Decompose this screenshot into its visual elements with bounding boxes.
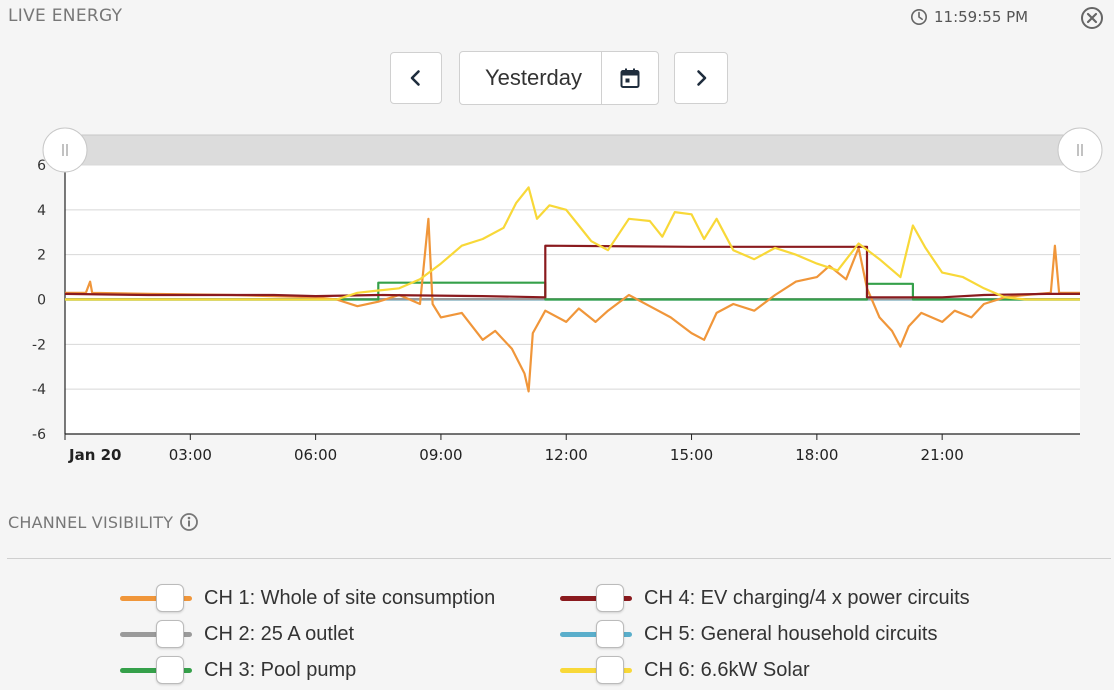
series-line-ch1 — [65, 217, 1080, 393]
energy-chart: 6 4 2 0 -2 -4 -6 Jan 20 03:00 06:00 09:00 12:00 15:0… — [0, 125, 1114, 475]
x-tick-label: 18:00 — [795, 446, 838, 464]
toggle-knob[interactable] — [156, 584, 184, 612]
chevron-right-icon — [697, 70, 707, 86]
series-line-ch6 — [65, 186, 1080, 301]
calendar-icon — [620, 68, 640, 88]
channel-label: CH 1: Whole of site consumption — [204, 586, 496, 609]
y-tick-label: 4 — [37, 203, 46, 219]
channel-legend: CH 1: Whole of site consumption CH 2: 25… — [0, 580, 1114, 690]
channel-toggle-ch6[interactable]: CH 6: 6.6kW Solar — [560, 652, 810, 688]
x-tick-label: 06:00 — [294, 446, 337, 464]
x-tick-label: 15:00 — [670, 446, 713, 464]
toggle-knob[interactable] — [156, 620, 184, 648]
date-selector[interactable]: Yesterday — [459, 51, 659, 105]
channel-toggle-ch2[interactable]: CH 2: 25 A outlet — [120, 616, 354, 652]
current-time: 11:59:55 PM — [934, 8, 1029, 26]
x-tick-label: 03:00 — [169, 446, 212, 464]
toggle-knob[interactable] — [596, 656, 624, 684]
series-line-ch4 — [64, 244, 1080, 299]
toggle-knob[interactable] — [596, 620, 624, 648]
clock-icon — [910, 8, 928, 26]
y-tick-label: 6 — [37, 158, 46, 174]
range-navigator — [64, 134, 1081, 166]
range-handle-right[interactable] — [1057, 127, 1103, 173]
channel-visibility-heading: CHANNEL VISIBILITY — [8, 512, 199, 532]
channel-label: CH 3: Pool pump — [204, 658, 357, 681]
channel-toggle-ch4[interactable]: CH 4: EV charging/4 x power circuits — [560, 580, 970, 616]
previous-day-button[interactable] — [390, 52, 442, 104]
chart-svg: 6 4 2 0 -2 -4 -6 Jan 20 03:00 06:00 09:00 12:00 15:0… — [32, 127, 1103, 464]
x-tick-label: Jan 20 — [68, 446, 121, 464]
channel-label: CH 2: 25 A outlet — [204, 622, 355, 645]
x-tick-label: 12:00 — [545, 446, 588, 464]
y-tick-label: 2 — [37, 248, 46, 264]
selected-date[interactable]: Yesterday — [484, 65, 583, 90]
toggle-knob[interactable] — [596, 584, 624, 612]
range-handle-left[interactable] — [42, 127, 88, 173]
channel-label: CH 5: General household circuits — [644, 622, 938, 645]
y-tick-label: 0 — [37, 293, 46, 309]
info-icon[interactable] — [179, 512, 199, 532]
channel-toggle-ch3[interactable]: CH 3: Pool pump — [120, 652, 356, 688]
calendar-button[interactable] — [601, 52, 658, 104]
next-day-button[interactable] — [674, 52, 728, 104]
channel-toggle-ch5[interactable]: CH 5: General household circuits — [560, 616, 937, 652]
y-tick-label: -2 — [32, 337, 46, 353]
y-tick-label: -4 — [32, 382, 46, 398]
channel-label: CH 6: 6.6kW Solar — [644, 658, 810, 681]
page-title: LIVE ENERGY — [8, 6, 123, 26]
channel-label: CH 4: EV charging/4 x power circuits — [644, 586, 970, 609]
channel-toggle-ch1[interactable]: CH 1: Whole of site consumption — [120, 580, 495, 616]
x-tick-label: 09:00 — [419, 446, 462, 464]
chevron-left-icon — [410, 70, 420, 86]
divider — [7, 558, 1111, 559]
clock: 11:59:55 PM — [910, 8, 1028, 26]
channel-visibility-title: CHANNEL VISIBILITY — [8, 512, 174, 532]
toggle-knob[interactable] — [156, 656, 184, 684]
x-tick-label: 21:00 — [921, 446, 964, 464]
y-tick-label: -6 — [32, 427, 46, 443]
close-icon[interactable] — [1080, 6, 1104, 30]
